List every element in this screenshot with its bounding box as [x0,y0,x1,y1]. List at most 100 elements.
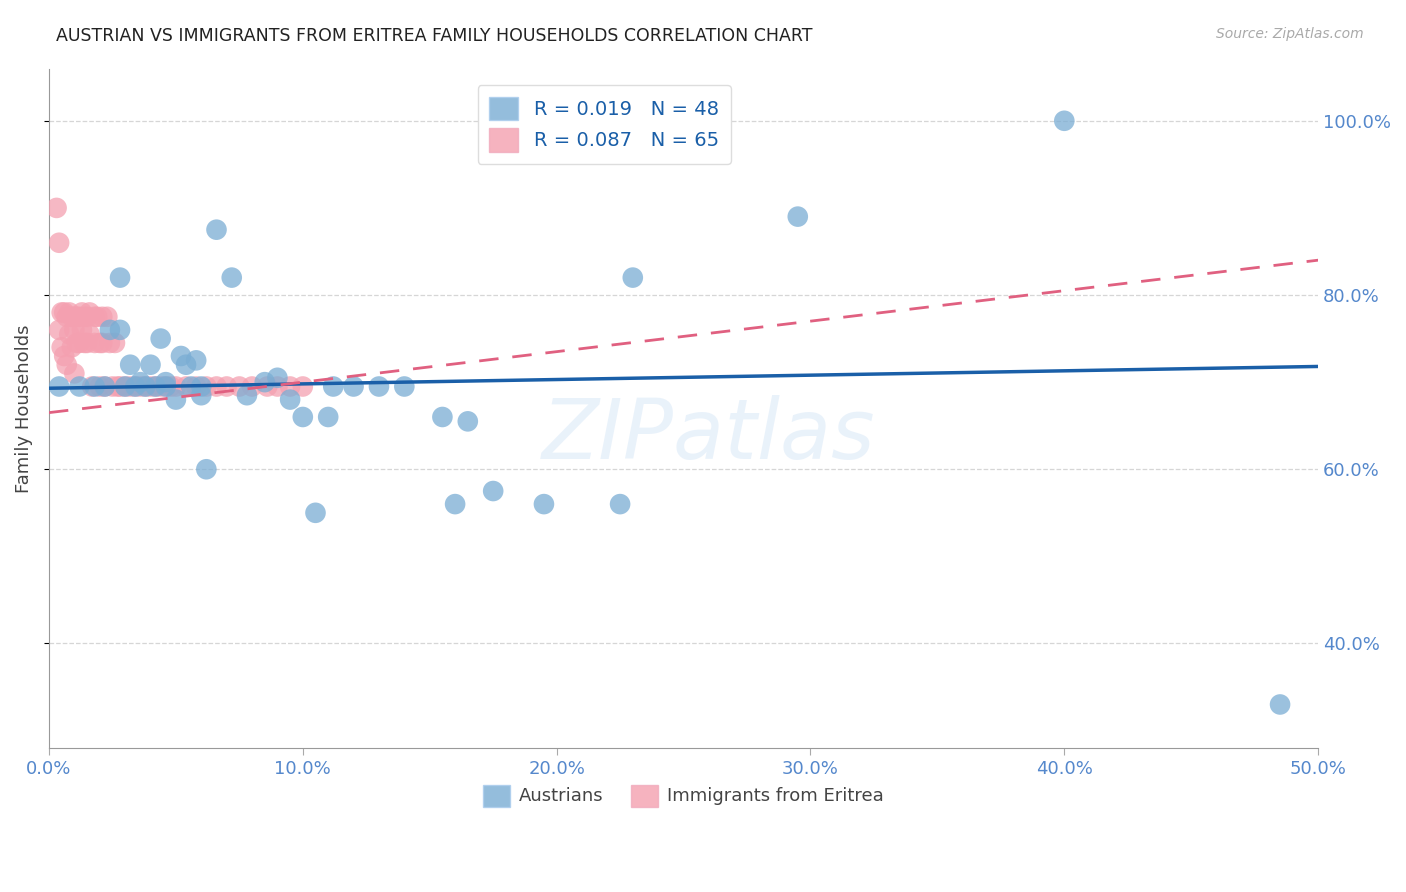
Point [63,310,86,324]
Point [67,310,90,324]
Point [155,379,177,393]
Point [82,379,104,393]
Point [174,379,197,393]
Point [170,349,193,363]
Point [195,379,218,393]
Point [70,323,93,337]
Point [114,379,136,393]
Y-axis label: Family Households: Family Households [15,324,32,492]
Point [165,379,187,393]
Point [79,305,101,319]
Point [58,305,80,319]
Point [120,379,142,393]
Point [76,310,98,324]
Point [139,358,162,372]
Point [108,323,131,337]
Point [73,310,96,324]
Point [256,379,278,393]
Point [215,379,238,393]
Point [432,409,454,424]
Point [60,340,83,354]
Point [266,371,288,385]
Point [48,379,70,393]
Point [48,323,70,337]
Point [83,379,105,393]
Point [96,310,118,324]
Point [155,375,177,389]
Point [240,379,263,393]
Point [124,379,146,393]
Point [205,222,228,236]
Point [316,409,339,424]
Point [1268,698,1291,712]
Point [159,379,181,393]
Point [108,270,131,285]
Point [86,310,108,324]
Point [134,379,156,393]
Point [278,392,301,407]
Point [63,323,86,337]
Point [79,327,101,342]
Point [107,379,129,393]
Point [195,462,218,476]
Point [129,379,152,393]
Point [228,379,250,393]
Point [278,379,301,393]
Text: Source: ZipAtlas.com: Source: ZipAtlas.com [1216,27,1364,41]
Point [134,379,156,393]
Point [145,379,167,393]
Point [53,305,76,319]
Point [55,310,77,324]
Point [70,305,93,319]
Point [58,327,80,342]
Point [322,379,344,393]
Point [368,379,391,393]
Point [60,310,83,324]
Point [253,375,276,389]
Text: AUSTRIAN VS IMMIGRANTS FROM ERITREA FAMILY HOUSEHOLDS CORRELATION CHART: AUSTRIAN VS IMMIGRANTS FROM ERITREA FAMI… [56,27,813,45]
Point [124,379,146,393]
Point [174,358,197,372]
Point [67,335,90,350]
Point [149,379,172,393]
Point [114,379,136,393]
Point [98,323,121,337]
Point [83,310,105,324]
Point [120,358,142,372]
Point [236,388,259,402]
Point [180,379,202,393]
Point [108,379,131,393]
Point [129,375,152,389]
Point [101,379,124,393]
Point [145,379,167,393]
Point [621,270,644,285]
Point [98,335,121,350]
Point [186,379,208,393]
Point [266,379,288,393]
Point [91,335,114,350]
Point [394,379,416,393]
Point [165,392,187,407]
Point [342,379,364,393]
Point [104,335,127,350]
Point [221,270,243,285]
Point [304,506,326,520]
Point [457,414,479,428]
Point [609,497,631,511]
Point [291,409,314,424]
Point [190,388,212,402]
Point [89,379,111,393]
Point [51,305,73,319]
Point [51,340,73,354]
Point [444,497,467,511]
Point [45,201,67,215]
Point [155,379,177,393]
Point [89,335,111,350]
Point [190,379,212,393]
Point [186,353,208,368]
Point [55,358,77,372]
Point [76,335,98,350]
Point [205,379,228,393]
Point [94,379,117,393]
Point [149,332,172,346]
